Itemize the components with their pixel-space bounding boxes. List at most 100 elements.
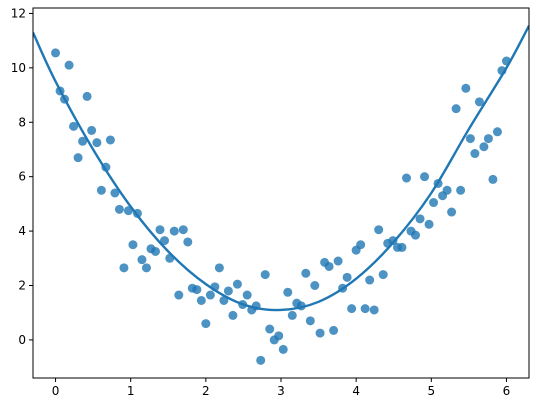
scatter-point [283, 287, 293, 297]
y-axis-ticks: 0 2 4 6 8 10 12 [11, 6, 33, 347]
scatter-point [87, 125, 97, 135]
scatter-point [442, 185, 452, 195]
scatter-point [55, 86, 65, 96]
scatter-point [388, 236, 398, 246]
x-tick-label: 0 [52, 384, 60, 398]
scatter-point [192, 285, 202, 295]
scatter-point [424, 219, 434, 229]
scatter-point [123, 206, 133, 216]
scatter-point [251, 301, 261, 311]
y-tick-label: 8 [18, 115, 26, 129]
scatter-point [479, 142, 489, 152]
scatter-point [451, 104, 461, 114]
scatter-point [301, 268, 311, 278]
scatter-point [128, 240, 138, 250]
scatter-point [51, 48, 61, 58]
scatter-point [447, 207, 457, 217]
scatter-point [411, 230, 421, 240]
fit-curve-layer [33, 25, 529, 312]
scatter-point [356, 240, 366, 250]
scatter-point [64, 60, 74, 70]
scatter-point [461, 83, 471, 93]
scatter-point [470, 149, 480, 159]
scatter-point [174, 290, 184, 300]
scatter-point [242, 290, 252, 300]
scatter-point [101, 162, 111, 172]
scatter-point [69, 121, 79, 131]
scatter-point [196, 295, 206, 305]
x-tick-label: 6 [503, 384, 511, 398]
scatter-point [223, 286, 233, 296]
scatter-point [429, 198, 439, 208]
scatter-point [265, 324, 275, 334]
scatter-point [338, 283, 348, 293]
scatter-point [456, 185, 466, 195]
scatter-point [165, 253, 175, 263]
scatter-point [474, 97, 484, 107]
scatter-point [420, 172, 430, 182]
scatter-point [219, 295, 229, 305]
scatter-point [274, 331, 284, 341]
scatter-point [492, 127, 502, 137]
scatter-point [232, 279, 242, 289]
y-tick-label: 4 [18, 224, 26, 238]
scatter-point [488, 174, 498, 184]
scatter-point [210, 282, 220, 292]
scatter-point [465, 134, 475, 144]
scatter-point [378, 270, 388, 280]
scatter-point [214, 263, 224, 273]
scatter-point [397, 242, 407, 252]
scatter-point [78, 136, 88, 146]
fit-curve [33, 25, 529, 312]
scatter-point [92, 138, 102, 148]
scatter-point [105, 135, 115, 145]
scatter-point [60, 94, 70, 104]
scatter-point [155, 225, 165, 235]
scatter-point [110, 188, 120, 198]
scatter-point [347, 304, 357, 314]
scatter-point [315, 328, 325, 338]
scatter-point [305, 316, 315, 326]
y-tick-label: 0 [18, 333, 26, 347]
x-axis-ticks: 0 1 2 3 4 5 6 [52, 378, 511, 398]
scatter-point [150, 246, 160, 256]
x-tick-label: 1 [127, 384, 135, 398]
scatter-point [287, 310, 297, 320]
scatter-point [141, 263, 151, 273]
x-tick-label: 5 [427, 384, 435, 398]
scatter-point [369, 305, 379, 315]
scatter-point [329, 325, 339, 335]
scatter-point [333, 256, 343, 266]
scatter-point [374, 225, 384, 235]
scatter-point [310, 281, 320, 290]
scatter-point [433, 178, 443, 188]
scatter-point [278, 344, 288, 354]
scatter-point [365, 275, 375, 285]
scatter-point [324, 261, 334, 271]
y-tick-label: 2 [18, 279, 26, 293]
scatter-point [114, 204, 124, 214]
x-tick-label: 3 [277, 384, 285, 398]
scatter-point [228, 310, 238, 320]
y-tick-label: 6 [18, 170, 26, 184]
scatter-point [160, 236, 170, 246]
scatter-point [342, 272, 352, 282]
scatter-point [415, 214, 425, 224]
scatter-point [260, 270, 270, 280]
scatter-point [183, 237, 193, 247]
scatter-point [82, 91, 92, 101]
scatter-point [360, 304, 370, 314]
x-tick-label: 2 [202, 384, 210, 398]
scatter-point [402, 173, 412, 183]
scatter-point [201, 319, 211, 329]
scatter-point [497, 66, 507, 76]
scatter-point [73, 153, 83, 163]
scatter-point [256, 355, 266, 365]
scatter-point [501, 56, 511, 66]
scatter-point [96, 185, 106, 195]
scatter-point [296, 301, 306, 311]
scatter-point [137, 255, 147, 265]
plot-frame [32, 7, 530, 379]
y-tick-label: 10 [11, 61, 26, 75]
